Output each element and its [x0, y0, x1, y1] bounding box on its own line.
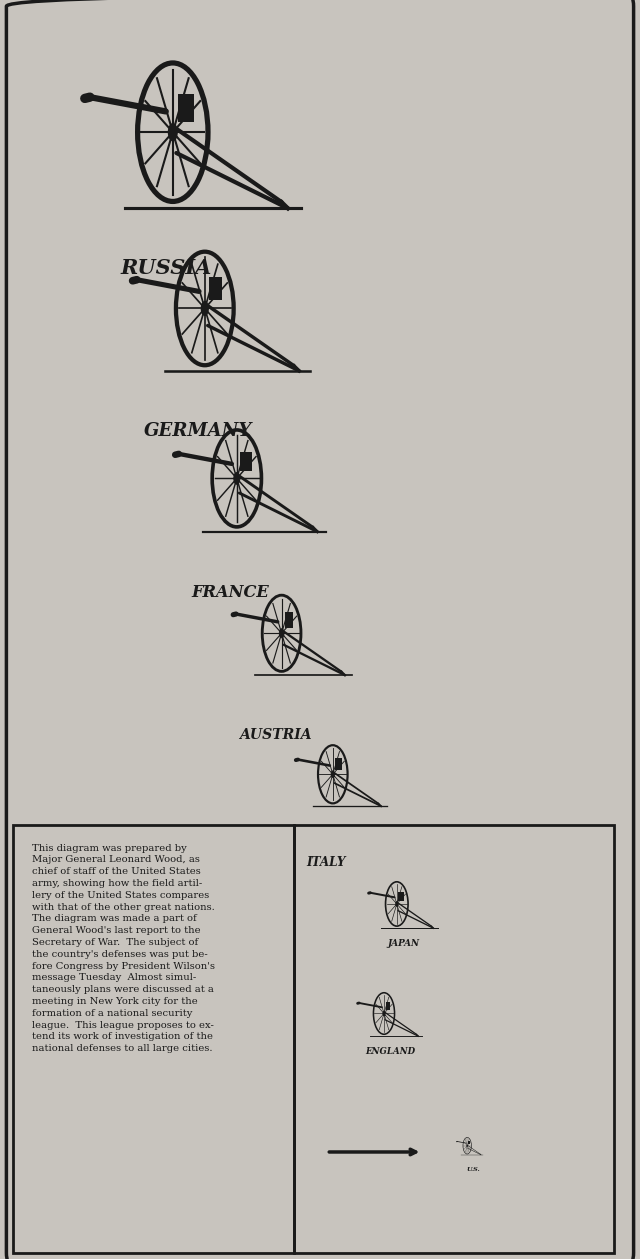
Text: ENGLAND: ENGLAND	[365, 1047, 415, 1056]
FancyBboxPatch shape	[241, 452, 252, 471]
Text: JAPAN: JAPAN	[387, 939, 419, 948]
Text: This diagram was prepared by
Major General Leonard Wood, as
chief of staff of th: This diagram was prepared by Major Gener…	[32, 844, 215, 1053]
FancyBboxPatch shape	[399, 891, 404, 900]
Circle shape	[234, 472, 240, 485]
Text: ITALY: ITALY	[307, 856, 346, 869]
Text: U.S.: U.S.	[467, 1167, 481, 1172]
FancyBboxPatch shape	[209, 277, 222, 300]
FancyBboxPatch shape	[468, 1141, 470, 1144]
Text: GERMANY: GERMANY	[144, 422, 253, 439]
Circle shape	[168, 123, 177, 141]
Circle shape	[331, 771, 335, 778]
Circle shape	[396, 901, 398, 906]
Circle shape	[279, 628, 284, 638]
FancyBboxPatch shape	[178, 94, 194, 122]
Text: AUSTRIA: AUSTRIA	[239, 728, 312, 742]
FancyBboxPatch shape	[335, 758, 342, 771]
Circle shape	[202, 302, 208, 315]
Circle shape	[383, 1011, 385, 1016]
Text: RUSSIA: RUSSIA	[121, 258, 212, 278]
FancyBboxPatch shape	[385, 1002, 390, 1011]
Circle shape	[467, 1144, 468, 1147]
Text: FRANCE: FRANCE	[191, 584, 269, 601]
FancyBboxPatch shape	[285, 612, 293, 627]
